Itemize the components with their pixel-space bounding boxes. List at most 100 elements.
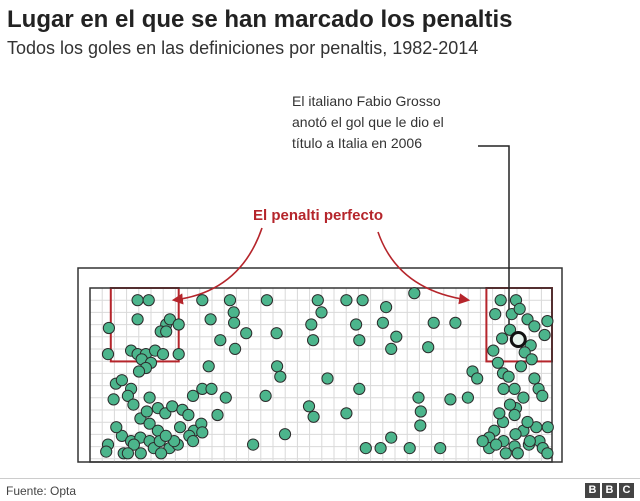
goal-point-154: [493, 407, 506, 420]
goal-point-88: [350, 318, 363, 331]
goal-point-80: [307, 334, 320, 347]
goal-point-58: [211, 408, 224, 422]
goal-point-158: [511, 447, 524, 460]
goal-point-60: [196, 294, 209, 307]
bbc-logo: B B C: [585, 483, 634, 498]
goal-point-0: [102, 321, 116, 335]
goal-point-130: [517, 391, 530, 404]
goal-point-71: [270, 327, 283, 340]
goal-point-133: [508, 408, 521, 422]
goal-point-96: [385, 431, 398, 444]
goal-frame-inner: [89, 287, 553, 463]
goal-point-144: [541, 421, 554, 434]
goal-point-55: [186, 435, 200, 448]
goal-point-42: [115, 429, 129, 442]
goal-point-95: [374, 442, 387, 455]
goal-point-105: [449, 316, 462, 329]
goal-point-148: [497, 382, 510, 395]
goal-point-156: [476, 435, 489, 448]
goal-point-56: [196, 426, 209, 439]
goal-point-151: [471, 372, 484, 385]
goal-point-3: [131, 313, 144, 326]
goal-point-68: [205, 382, 218, 395]
goal-point-19: [132, 365, 146, 378]
goal-point-102: [408, 287, 421, 300]
goal-point-124: [502, 370, 515, 383]
goal-point-59: [219, 391, 232, 404]
goal-point-94: [359, 442, 372, 455]
goal-point-74: [259, 389, 272, 402]
goal-point-139: [499, 447, 512, 460]
goal-point-117: [496, 332, 509, 345]
goal-point-62: [223, 294, 237, 307]
penalty-goal-chart: El penalti perfecto El italiano Fabio Gr…: [77, 93, 563, 463]
goal-point-97: [403, 442, 416, 455]
goal-point-122: [491, 356, 504, 369]
goal-point-82: [321, 372, 334, 385]
logo-letter-c: C: [619, 483, 634, 498]
goal-point-65: [214, 334, 227, 347]
goal-point-86: [353, 382, 366, 395]
goal-point-15: [172, 348, 185, 361]
goal-point-157: [490, 438, 503, 451]
goal-point-24: [121, 389, 135, 402]
goal-point-98: [412, 391, 425, 404]
footer-divider: [0, 478, 640, 479]
goal-point-25: [127, 398, 140, 411]
goal-point-152: [521, 415, 534, 429]
goal-point-132: [503, 398, 517, 411]
goal-point-149: [509, 428, 522, 441]
goal-points: [100, 287, 554, 460]
goal-point-73: [274, 370, 287, 383]
goal-point-160: [121, 447, 135, 460]
goal-point-81: [340, 294, 353, 307]
goal-point-128: [528, 372, 541, 385]
goal-point-115: [528, 320, 541, 333]
goal-point-70: [260, 294, 273, 307]
goal-point-52: [100, 445, 113, 458]
goal-point-93: [385, 342, 398, 355]
goal-point-116: [541, 315, 554, 328]
goal-point-85: [340, 407, 353, 420]
goal-point-23: [107, 393, 120, 406]
goal-point-121: [487, 344, 500, 357]
goal-point-155: [541, 447, 554, 460]
goal-point-108: [444, 393, 457, 406]
goal-point-147: [508, 382, 521, 395]
goal-point-78: [311, 294, 324, 307]
goal-point-21: [115, 374, 129, 387]
annotation-perfect: El penalti perfecto: [253, 207, 383, 224]
annotation-grosso-line-1: El italiano Fabio Grosso: [292, 93, 441, 109]
goal-point-118: [503, 323, 517, 336]
goal-point-50: [134, 447, 147, 460]
grosso-goal-point: [509, 331, 527, 349]
goal-point-120: [538, 328, 551, 342]
arrow-right: [377, 231, 471, 305]
goal-point-33: [166, 400, 179, 413]
goal-point-100: [414, 419, 427, 432]
goal-point-67: [202, 360, 215, 373]
goal-point-69: [240, 327, 253, 340]
goal-point-63: [227, 306, 240, 319]
goal-point-9: [101, 348, 115, 361]
chart-subtitle: Todos los goles en las definiciones por …: [7, 38, 479, 58]
goal-point-89: [376, 316, 389, 329]
goal-point-153: [523, 435, 536, 448]
goal-point-110: [489, 308, 502, 321]
goal-point-5: [163, 313, 176, 326]
goal-point-101: [434, 442, 447, 455]
goal-point-29: [140, 405, 153, 418]
goal-point-61: [204, 313, 217, 326]
goal-point-14: [156, 348, 170, 361]
annotation-grosso: El italiano Fabio Grosso anotó el gol que…: [292, 93, 444, 151]
goal-point-127: [514, 360, 528, 373]
goal-point-26: [143, 391, 156, 404]
goal-point-77: [305, 318, 318, 331]
goal-point-92: [390, 330, 403, 343]
grosso-goal: [509, 331, 527, 349]
goal-point-66: [229, 342, 242, 355]
annotation-grosso-line-3: título a Italia en 2006: [292, 135, 422, 151]
goal-point-113: [513, 302, 526, 315]
goal-point-84: [307, 410, 320, 423]
goal-point-35: [182, 408, 195, 422]
